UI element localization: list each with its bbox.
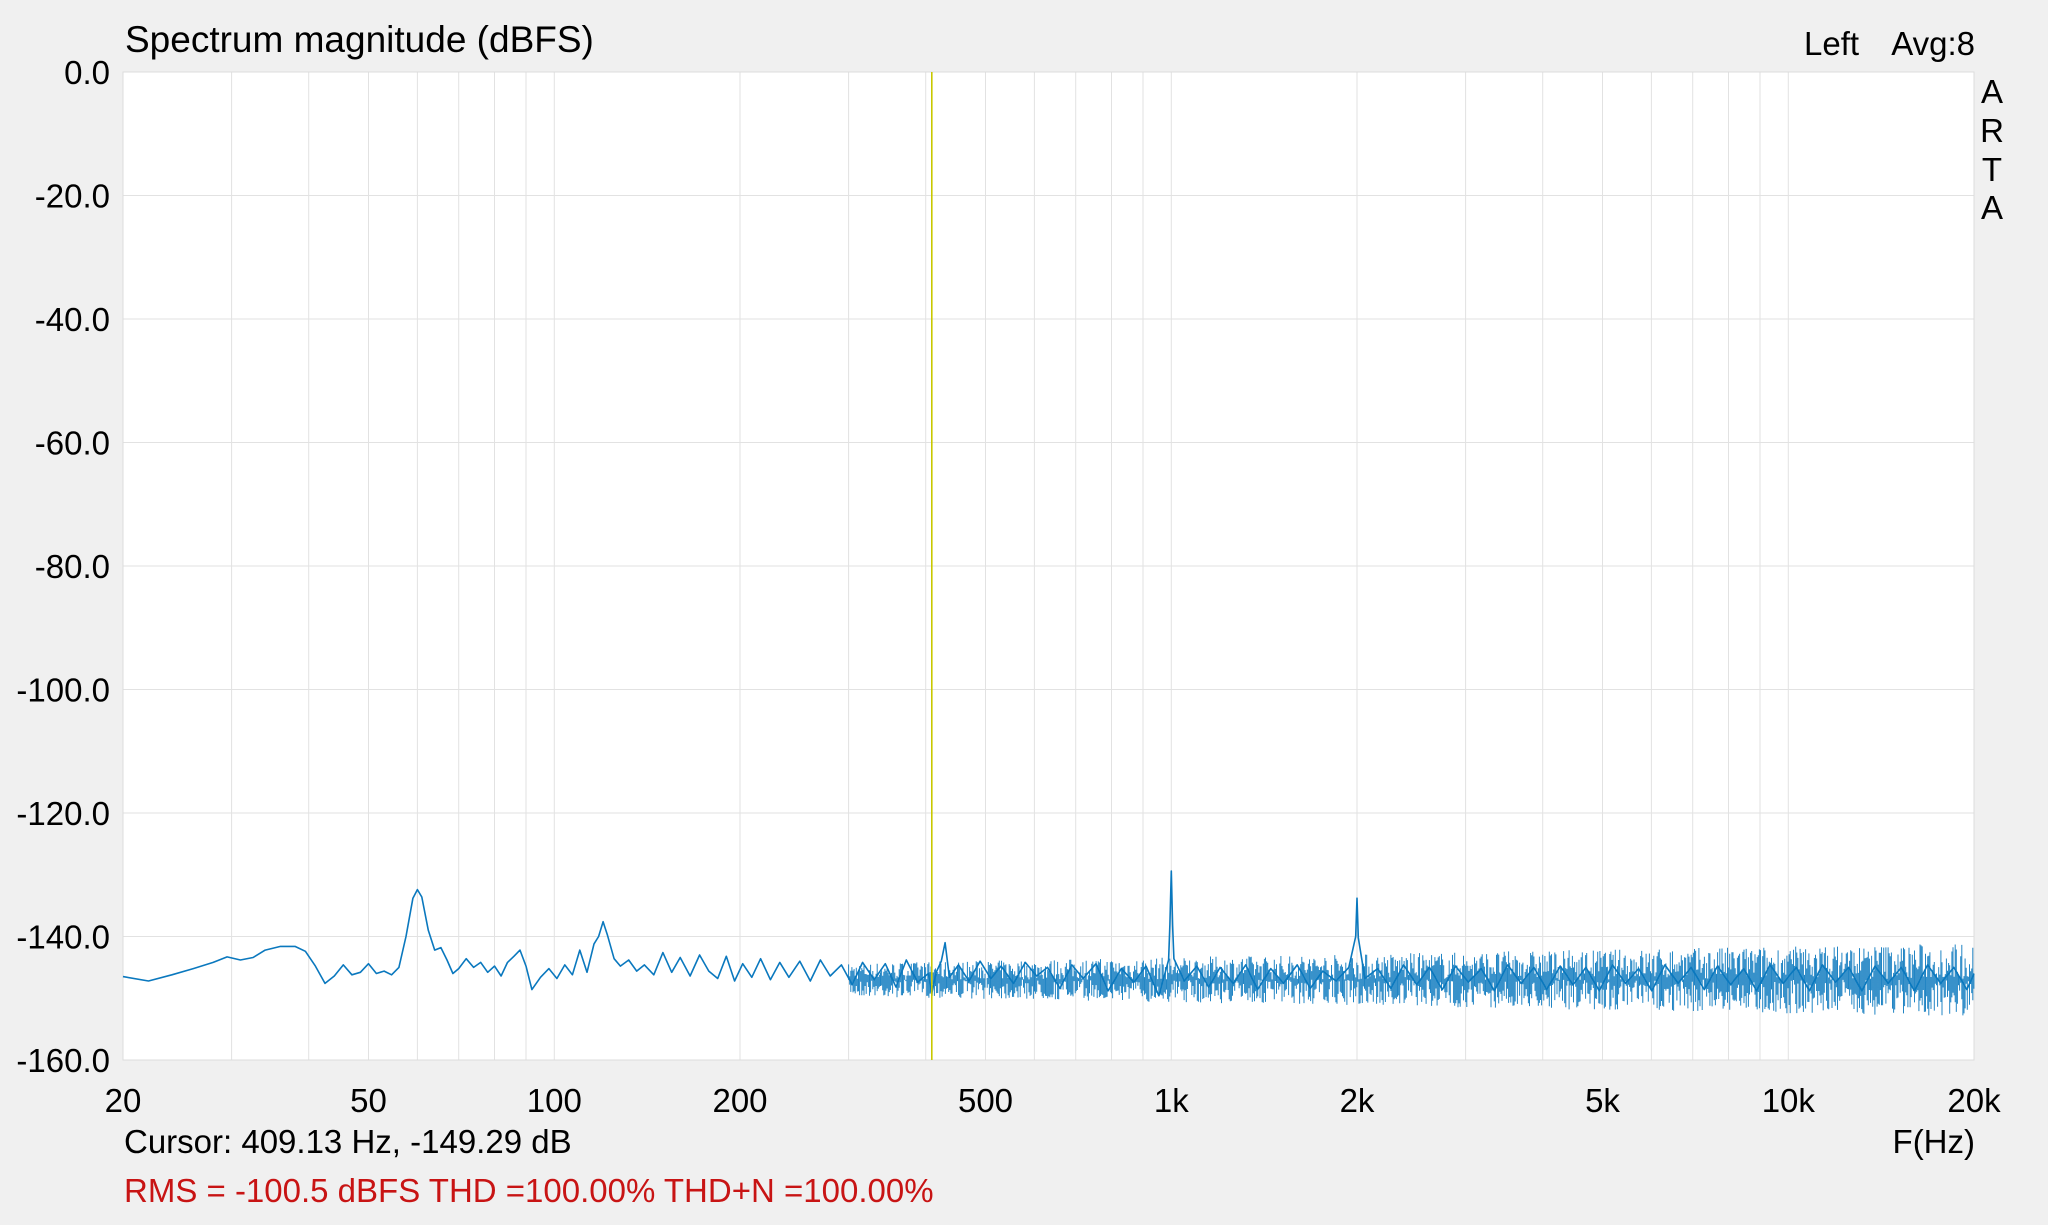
y-tick-label: 0.0 bbox=[64, 54, 110, 91]
x-tick-labels: 20 50 100 200 500 1k 2k 5k 10k 20k bbox=[105, 1082, 2001, 1119]
y-tick-label: -140.0 bbox=[16, 919, 110, 956]
x-tick-label: 100 bbox=[527, 1082, 582, 1119]
x-tick-label: 5k bbox=[1585, 1082, 1620, 1119]
y-tick-label: -100.0 bbox=[16, 672, 110, 709]
x-tick-label: 1k bbox=[1154, 1082, 1189, 1119]
watermark-letter: T bbox=[1982, 151, 2002, 188]
averages-label: Avg:8 bbox=[1891, 25, 1975, 62]
x-tick-label: 50 bbox=[350, 1082, 387, 1119]
chart-title: Spectrum magnitude (dBFS) bbox=[125, 19, 594, 60]
y-tick-label: -20.0 bbox=[35, 178, 110, 215]
noise-floor-trace bbox=[848, 944, 1975, 1016]
watermark-letter: A bbox=[1981, 189, 2003, 226]
x-tick-label: 2k bbox=[1340, 1082, 1375, 1119]
x-tick-label: 20 bbox=[105, 1082, 142, 1119]
y-tick-label: -80.0 bbox=[35, 548, 110, 585]
y-tick-label: -60.0 bbox=[35, 425, 110, 462]
plot-border bbox=[122, 71, 1975, 1061]
series-line bbox=[122, 870, 1975, 997]
x-tick-label: 10k bbox=[1762, 1082, 1816, 1119]
y-tick-labels: 0.0 -20.0 -40.0 -60.0 -80.0 -100.0 -120.0 -140.… bbox=[16, 54, 110, 1079]
y-tick-label: -40.0 bbox=[35, 301, 110, 338]
noise-floor bbox=[848, 944, 1975, 1016]
measurement-summary: RMS = -100.5 dBFS THD =100.00% THD+N =10… bbox=[124, 1172, 934, 1209]
channel-label: Left bbox=[1804, 25, 1859, 62]
watermark-letter: R bbox=[1980, 112, 2004, 149]
cursor-readout: Cursor: 409.13 Hz, -149.29 dB bbox=[124, 1123, 572, 1160]
x-tick-label: 20k bbox=[1947, 1082, 2001, 1119]
x-tick-label: 500 bbox=[958, 1082, 1013, 1119]
x-axis-label: F(Hz) bbox=[1893, 1123, 1975, 1160]
y-tick-label: -120.0 bbox=[16, 795, 110, 832]
x-tick-label: 200 bbox=[712, 1082, 767, 1119]
arta-watermark: A R T A bbox=[1980, 73, 2004, 226]
grid bbox=[122, 71, 1975, 1061]
y-tick-label: -160.0 bbox=[16, 1042, 110, 1079]
watermark-letter: A bbox=[1981, 73, 2003, 110]
